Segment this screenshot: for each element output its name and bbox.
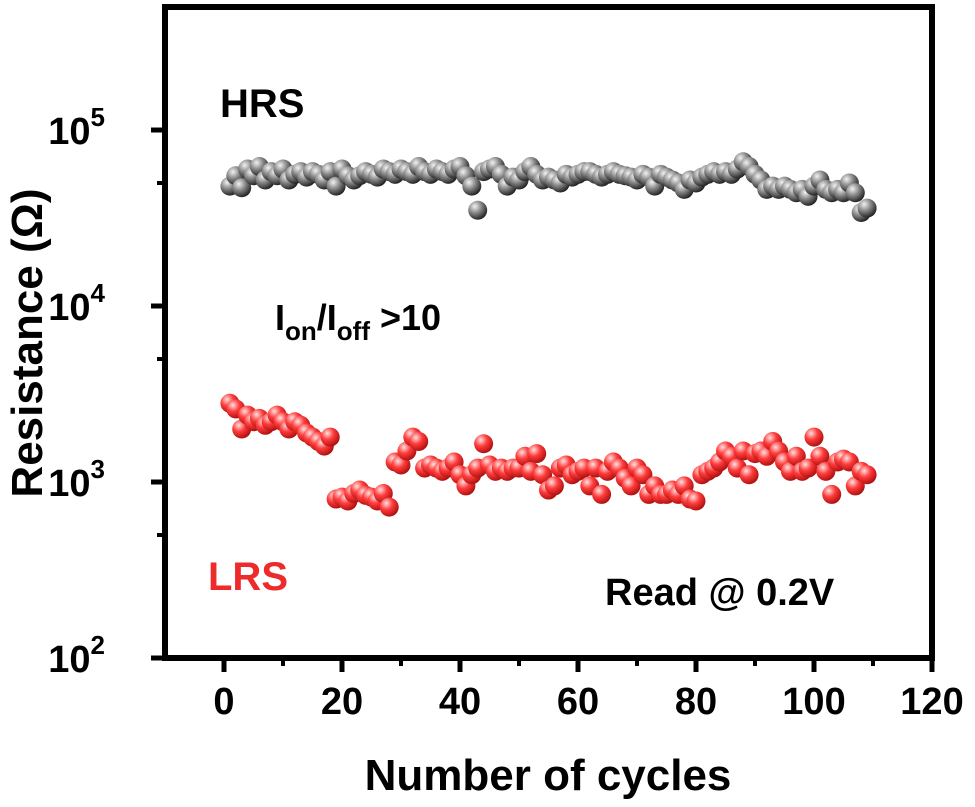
lrs-point bbox=[857, 465, 877, 485]
hrs-point bbox=[857, 198, 877, 218]
ratio-annotation: Ion/Ioff >10 bbox=[275, 297, 441, 346]
lrs-point bbox=[379, 497, 399, 517]
lrs-point bbox=[810, 446, 830, 466]
x-tick-label: 40 bbox=[439, 681, 481, 723]
hrs-series bbox=[220, 152, 877, 222]
lrs-point bbox=[527, 444, 547, 464]
lrs-point bbox=[633, 465, 653, 485]
hrs-annotation: HRS bbox=[220, 82, 304, 126]
ratio-off: off bbox=[337, 316, 371, 346]
lrs-point bbox=[592, 484, 612, 504]
hrs-point bbox=[462, 176, 482, 196]
read-annotation: Read @ 0.2V bbox=[605, 572, 835, 614]
lrs-point bbox=[474, 434, 494, 454]
ratio-tail: >10 bbox=[370, 297, 441, 338]
y-tick-label: 105 bbox=[48, 102, 105, 153]
lrs-point bbox=[409, 431, 429, 451]
lrs-point bbox=[544, 476, 564, 496]
x-tick-label: 100 bbox=[782, 681, 845, 723]
y-tick-label: 104 bbox=[48, 278, 105, 329]
y-axis-title: Resistance (Ω) bbox=[3, 188, 52, 497]
lrs-point bbox=[533, 465, 553, 485]
y-axis-ticks: 102 103 104 105 bbox=[48, 102, 165, 681]
x-tick-label: 20 bbox=[321, 681, 363, 723]
plot-frame bbox=[162, 4, 935, 661]
hrs-point bbox=[232, 178, 252, 198]
lrs-point bbox=[822, 484, 842, 504]
lrs-point bbox=[686, 491, 706, 511]
hrs-point bbox=[845, 183, 865, 203]
lrs-point bbox=[621, 476, 641, 496]
x-tick-label: 80 bbox=[675, 681, 717, 723]
ratio-i1: I bbox=[275, 297, 285, 338]
ratio-on: on bbox=[285, 316, 317, 346]
lrs-point bbox=[798, 458, 818, 478]
lrs-point bbox=[845, 476, 865, 496]
x-axis-title: Number of cycles bbox=[365, 751, 732, 800]
hrs-point bbox=[468, 200, 488, 220]
lrs-point bbox=[320, 427, 340, 447]
x-tick-label: 120 bbox=[900, 681, 963, 723]
lrs-series bbox=[220, 393, 877, 517]
lrs-point bbox=[786, 446, 806, 466]
lrs-point bbox=[804, 427, 824, 447]
lrs-annotation: LRS bbox=[208, 555, 288, 599]
x-tick-label: 0 bbox=[213, 681, 234, 723]
x-tick-label: 60 bbox=[557, 681, 599, 723]
ratio-slash: /I bbox=[317, 297, 337, 338]
x-axis-ticks: 0 20 40 60 80 100 120 bbox=[213, 658, 964, 723]
y-tick-label: 102 bbox=[48, 630, 105, 681]
lrs-point bbox=[739, 465, 759, 485]
y-tick-label: 103 bbox=[48, 454, 105, 505]
